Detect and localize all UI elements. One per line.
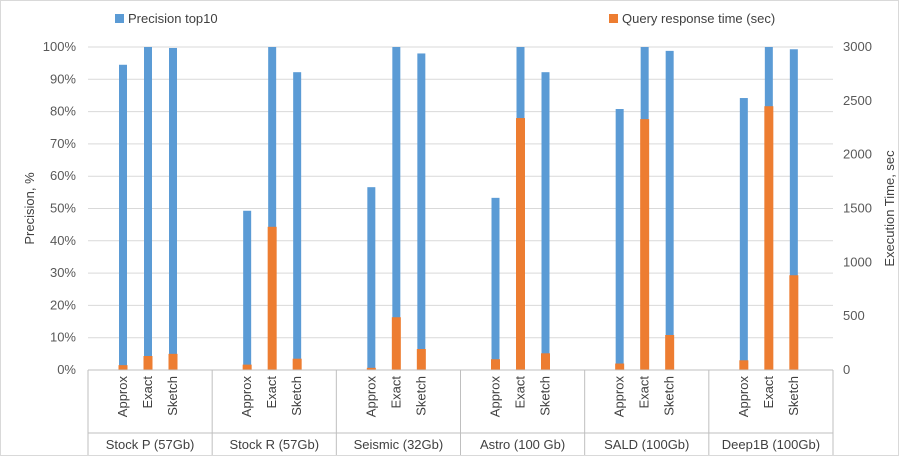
precision-bar bbox=[417, 53, 426, 371]
group-label: Stock R (57Gb) bbox=[229, 437, 319, 452]
method-label: Sketch bbox=[662, 376, 677, 416]
y-tick-left-label: 100% bbox=[43, 39, 77, 54]
y-tick-right-label: 500 bbox=[843, 308, 865, 323]
y-tick-left-label: 0% bbox=[57, 362, 76, 377]
y-tick-left-label: 30% bbox=[50, 265, 76, 280]
y-tick-left-label: 80% bbox=[50, 104, 76, 119]
y-tick-right-label: 1000 bbox=[843, 254, 872, 269]
y-axis-left-title: Precision, % bbox=[22, 172, 37, 245]
precision-bar bbox=[789, 49, 798, 371]
response-time-bar bbox=[143, 356, 153, 370]
legend-label-precision: Precision top10 bbox=[128, 11, 218, 26]
response-time-bar bbox=[292, 358, 302, 370]
response-time-bar bbox=[665, 335, 675, 370]
legend-label-response-time: Query response time (sec) bbox=[622, 11, 775, 26]
y-tick-left-label: 70% bbox=[50, 136, 76, 151]
group-label: SALD (100Gb) bbox=[604, 437, 689, 452]
method-label: Sketch bbox=[165, 376, 180, 416]
group-label: Seismic (32Gb) bbox=[354, 437, 444, 452]
y-tick-right-label: 2500 bbox=[843, 93, 872, 108]
precision-bar bbox=[615, 109, 624, 371]
y-axis-right-title: Execution Time, sec bbox=[882, 150, 897, 267]
y-tick-left-label: 40% bbox=[50, 233, 76, 248]
response-time-bar bbox=[118, 365, 128, 370]
response-time-bar bbox=[640, 119, 650, 371]
precision-bar bbox=[293, 72, 302, 370]
method-label: Approx bbox=[239, 376, 254, 418]
response-time-bar bbox=[366, 367, 376, 370]
precision-bar bbox=[739, 98, 748, 370]
precision-bar bbox=[169, 47, 177, 371]
y-tick-right-label: 1500 bbox=[843, 201, 872, 216]
y-tick-left-label: 50% bbox=[50, 201, 76, 216]
method-label: Approx bbox=[612, 376, 627, 418]
precision-bar bbox=[119, 64, 127, 370]
y-tick-left-label: 20% bbox=[50, 297, 76, 312]
method-label: Sketch bbox=[786, 376, 801, 416]
y-tick-right-label: 0 bbox=[843, 362, 850, 377]
response-time-bar bbox=[267, 226, 277, 370]
response-time-bar bbox=[516, 118, 525, 370]
group-label: Deep1B (100Gb) bbox=[722, 437, 820, 452]
response-time-bar bbox=[391, 317, 401, 370]
response-time-bar bbox=[739, 360, 749, 370]
response-time-bar bbox=[491, 359, 500, 370]
method-label: Exact bbox=[140, 376, 155, 409]
method-label: Sketch bbox=[538, 376, 553, 416]
group-label: Astro (100 Gb) bbox=[480, 437, 565, 452]
precision-bar bbox=[491, 197, 500, 370]
method-label: Exact bbox=[388, 376, 403, 409]
method-label: Sketch bbox=[413, 376, 428, 416]
y-tick-right-label: 2000 bbox=[843, 147, 872, 162]
y-tick-right-label: 3000 bbox=[843, 39, 872, 54]
method-label: Approx bbox=[363, 376, 378, 418]
precision-bar bbox=[268, 47, 277, 370]
method-label: Approx bbox=[488, 376, 503, 418]
precision-bar bbox=[144, 47, 152, 370]
response-time-bar bbox=[541, 353, 550, 370]
precision-bar bbox=[541, 72, 550, 370]
method-label: Exact bbox=[761, 376, 776, 409]
method-label: Approx bbox=[115, 376, 130, 418]
y-tick-left-label: 90% bbox=[50, 71, 76, 86]
y-tick-left-label: 10% bbox=[50, 330, 76, 345]
method-label: Exact bbox=[264, 376, 279, 409]
precision-bar bbox=[392, 47, 401, 370]
method-label: Approx bbox=[736, 376, 751, 418]
precision-bar bbox=[367, 187, 376, 370]
method-label: Exact bbox=[513, 376, 528, 409]
response-time-bar bbox=[416, 349, 426, 370]
response-time-bar bbox=[789, 275, 799, 370]
legend-swatch-precision bbox=[115, 14, 124, 23]
response-time-bar bbox=[764, 106, 774, 370]
response-time-bar bbox=[168, 353, 178, 370]
y-tick-left-label: 60% bbox=[50, 168, 76, 183]
group-label: Stock P (57Gb) bbox=[106, 437, 195, 452]
precision-bar bbox=[665, 50, 674, 370]
legend-swatch-response-time bbox=[609, 14, 618, 23]
response-time-bar bbox=[615, 363, 625, 370]
precision-bar bbox=[243, 210, 252, 370]
response-time-bar bbox=[242, 364, 252, 370]
method-label: Exact bbox=[637, 376, 652, 409]
method-label: Sketch bbox=[289, 376, 304, 416]
